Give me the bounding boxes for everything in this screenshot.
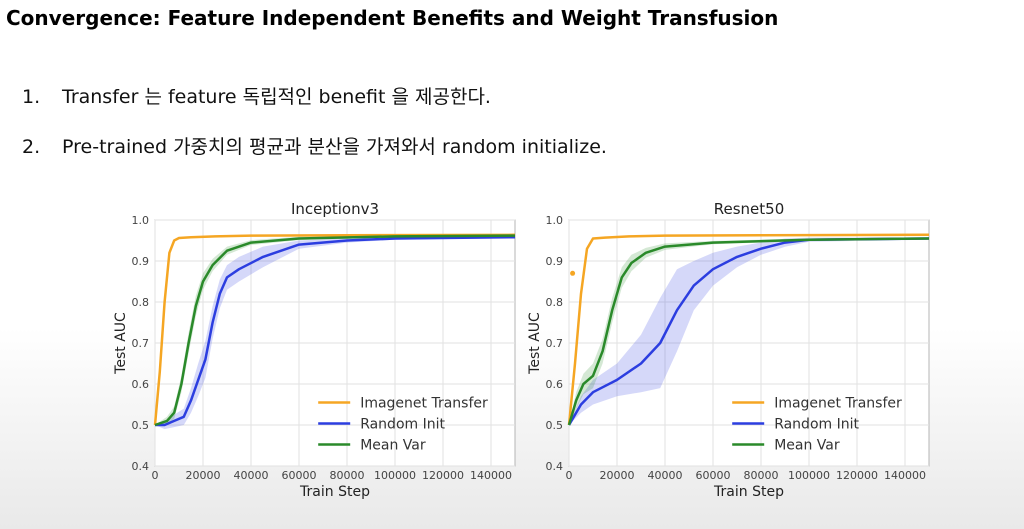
chart1-y-tick-label: 0.9 [546, 255, 564, 268]
chart0-series-1-band [155, 236, 515, 430]
chart1-y-tick-label: 0.6 [546, 378, 564, 391]
chart0-y-tick-label: 1.0 [132, 214, 150, 227]
bullet-number: 1. [22, 86, 41, 108]
chart1-y-tick-label: 0.8 [546, 296, 564, 309]
chart1-legend-label-2: Mean Var [774, 437, 840, 453]
bullet-number: 2. [22, 136, 41, 158]
chart1-x-axis-label: Train Step [713, 484, 784, 500]
chart1-x-tick-label: 40000 [648, 469, 683, 482]
chart0-y-tick-label: 0.9 [132, 255, 150, 268]
chart1-x-tick-label: 120000 [836, 469, 878, 482]
chart0-series-0-line [153, 233, 516, 426]
inceptionv3-chart: 0.4 0.5 0.6 0.7 0.8 0.9 1.0 0 20000 40000 60000 800… [113, 200, 516, 500]
chart0-y-tick-label: 0.4 [132, 460, 150, 473]
bullet-text: Pre-trained 가중치의 평균과 분산을 가져와서 random ini… [62, 136, 607, 158]
chart0-series-2-line [154, 234, 516, 427]
chart1-x-tick-label: 0 [566, 469, 573, 482]
chart1-title: Resnet50 [714, 200, 785, 218]
chart0-x-tick-label: 140000 [470, 469, 512, 482]
chart0-y-tick-label: 0.8 [132, 296, 150, 309]
chart0-x-tick-label: 80000 [330, 469, 365, 482]
resnet50-chart: 0.4 0.5 0.6 0.7 0.8 0.9 1.0 0 20000 40000 60000 800… [527, 200, 930, 500]
chart0-x-tick-label: 20000 [186, 469, 221, 482]
chart0-x-tick-label: 120000 [422, 469, 464, 482]
chart1-series-2-line [567, 237, 930, 426]
chart0-x-tick-label: 100000 [374, 469, 416, 482]
bullet-item: 2. Pre-trained 가중치의 평균과 분산을 가져와서 random … [22, 132, 607, 182]
slide-title: Convergence: Feature Independent Benefit… [6, 6, 779, 30]
bullet-text: Transfer 는 feature 독립적인 benefit 을 제공한다. [62, 86, 491, 108]
chart0-x-axis-label: Train Step [299, 484, 370, 500]
chart0-y-axis-label: Test AUC [113, 312, 129, 375]
chart1-x-tick-label: 60000 [696, 469, 731, 482]
chart0-legend-label-2: Mean Var [360, 437, 426, 453]
chart0-x-tick-label: 0 [152, 469, 159, 482]
chart1-series-1-band [569, 237, 929, 425]
chart1-x-tick-label: 140000 [884, 469, 926, 482]
chart0-x-tick-label: 40000 [234, 469, 269, 482]
chart1-y-tick-label: 1.0 [546, 214, 564, 227]
chart0-legend-label-1: Random Init [360, 416, 445, 432]
chart1-legend-label-0: Imagenet Transfer [774, 395, 902, 411]
chart0-y-tick-label: 0.7 [132, 337, 150, 350]
chart0-y-tick-label: 0.5 [132, 419, 150, 432]
chart0-legend-label-0: Imagenet Transfer [360, 395, 488, 411]
chart1-legend-label-1: Random Init [774, 416, 859, 432]
chart1-series-0-line [567, 233, 930, 426]
bullet-item: 1. Transfer 는 feature 독립적인 benefit 을 제공한… [22, 82, 607, 132]
chart0-y-tick-label: 0.6 [132, 378, 150, 391]
chart1-x-tick-label: 100000 [788, 469, 830, 482]
chart1-x-tick-label: 80000 [744, 469, 779, 482]
chart0-x-tick-label: 60000 [282, 469, 317, 482]
chart0-series-1-line [155, 235, 516, 427]
chart1-series-0-point [570, 270, 576, 276]
chart1-y-axis-label: Test AUC [527, 312, 543, 375]
chart1-series-1-line [567, 237, 930, 426]
chart1-x-tick-label: 20000 [600, 469, 635, 482]
bullet-list: 1. Transfer 는 feature 독립적인 benefit 을 제공한… [22, 82, 607, 182]
chart1-y-tick-label: 0.7 [546, 337, 564, 350]
chart1-y-tick-label: 0.4 [546, 460, 564, 473]
chart0-title: Inceptionv3 [291, 200, 379, 218]
chart1-y-tick-label: 0.5 [546, 419, 564, 432]
